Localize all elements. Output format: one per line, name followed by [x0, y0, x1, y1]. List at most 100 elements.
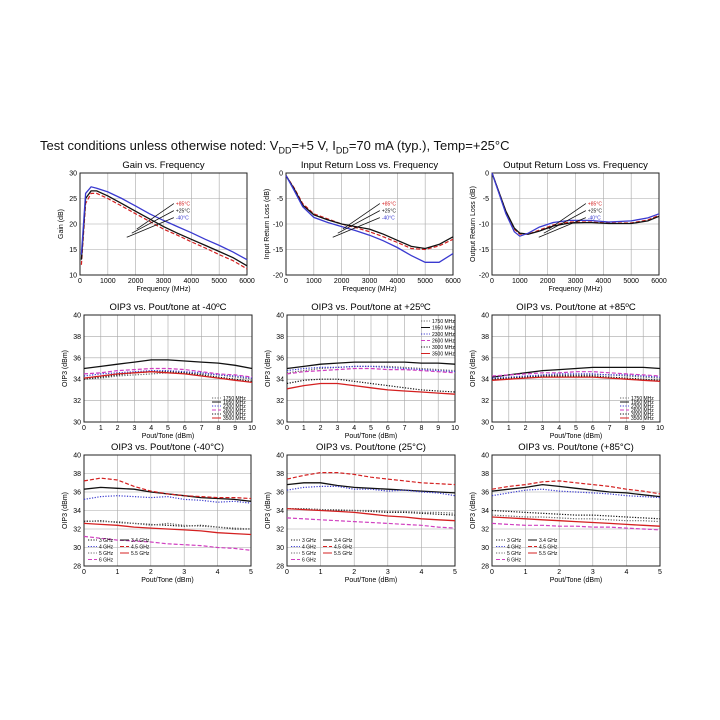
- legend-entry-label: 3500 MHz: [223, 416, 246, 422]
- series-line-3-ghz: [491, 509, 661, 520]
- series-line-4-ghz: [491, 488, 661, 499]
- y-tick-label: 36: [481, 355, 489, 362]
- x-tick-label: 5000: [417, 278, 433, 285]
- series-line-2300-mhz: [286, 365, 456, 373]
- y-tick-label: 38: [73, 471, 81, 478]
- x-tick-label: 4: [352, 425, 356, 432]
- y-tick-label: 36: [276, 490, 284, 497]
- x-tick-label: 10: [656, 425, 664, 432]
- chart-title: OIP3 vs. Pout/tone at -40ºC: [109, 302, 226, 313]
- y-tick-label: 40: [481, 313, 489, 320]
- legend-entry-label: 1750 MHz: [631, 396, 654, 402]
- x-tick-label: 1: [115, 569, 119, 576]
- legend-entry-label: 2300 MHz: [631, 404, 654, 410]
- y-tick-label: 30: [276, 420, 284, 427]
- series-line-3000-mhz: [286, 378, 456, 393]
- x-tick-label: 4000: [184, 278, 200, 285]
- legend-entry-label: 1950 MHz: [631, 400, 654, 406]
- plot-frame: [286, 454, 456, 567]
- legend-entry-label: 3 GHz: [507, 538, 522, 544]
- x-tick-label: 9: [233, 425, 237, 432]
- x-tick-label: 8: [419, 425, 423, 432]
- series-line--25-c: [285, 175, 454, 250]
- y-tick-label: -15: [273, 247, 283, 254]
- y-tick-label: 32: [73, 398, 81, 405]
- x-tick-label: 6: [386, 425, 390, 432]
- y-tick-label: 34: [73, 377, 81, 384]
- legend-entry-label: 3000 MHz: [631, 412, 654, 418]
- header-suffix: =70 mA (typ.), Temp=+25°C: [348, 138, 510, 153]
- series-line-5-5-ghz: [491, 516, 661, 527]
- series-line-3000-mhz: [83, 371, 253, 382]
- y-tick-label: 30: [73, 420, 81, 427]
- legend-entry-label: 2300 MHz: [432, 332, 455, 338]
- y-axis-label: OIP3 (dBm): [62, 492, 69, 529]
- header-sub-1: DD: [278, 145, 292, 156]
- series-line-4-ghz: [286, 485, 456, 497]
- series-line-6-ghz: [491, 522, 661, 531]
- x-tick-label: 3000: [568, 278, 584, 285]
- y-tick-label: 32: [481, 527, 489, 534]
- series-line-3500-mhz: [83, 371, 253, 384]
- series-line--85-c: [80, 192, 248, 270]
- legend-entry-label: -40°C: [588, 216, 601, 222]
- x-tick-label: 3: [540, 425, 544, 432]
- x-tick-label: 2: [524, 425, 528, 432]
- x-tick-label: 0: [285, 569, 289, 576]
- y-tick-label: 32: [73, 527, 81, 534]
- x-tick-label: 7: [200, 425, 204, 432]
- x-tick-label: 7: [403, 425, 407, 432]
- series-line-2600-mhz: [491, 371, 661, 377]
- x-tick-label: 6000: [445, 278, 461, 285]
- x-tick-label: 3000: [362, 278, 378, 285]
- y-tick-label: -15: [479, 247, 489, 254]
- series-line-5-ghz: [491, 514, 661, 523]
- y-tick-label: 40: [481, 453, 489, 460]
- y-tick-label: 32: [276, 398, 284, 405]
- y-tick-label: 30: [69, 171, 77, 178]
- y-tick-label: 15: [69, 247, 77, 254]
- legend-entry-label: 3000 MHz: [432, 345, 455, 351]
- y-tick-label: -20: [273, 273, 283, 280]
- y-tick-label: 34: [481, 377, 489, 384]
- legend-pointer-line: [136, 203, 175, 230]
- legend-entry-label: 6 GHz: [507, 557, 522, 563]
- x-tick-label: 5000: [623, 278, 639, 285]
- x-tick-label: 3000: [156, 278, 172, 285]
- x-tick-label: 1: [302, 425, 306, 432]
- x-tick-label: 8: [216, 425, 220, 432]
- series-line-1950-mhz: [83, 359, 253, 370]
- series-line-2300-mhz: [491, 373, 661, 379]
- series-line-4-5-ghz: [83, 477, 252, 500]
- y-axis-label: Input Return Loss (dB): [264, 189, 271, 259]
- x-axis-label: Frequency (MHz): [548, 286, 602, 293]
- legend-pointer-line: [538, 217, 587, 238]
- chart-title: OIP3 vs. Pout/tone at +25ºC: [311, 302, 431, 313]
- legend-entry-label: 4.5 GHz: [334, 544, 353, 550]
- legend-entry-label: 4.5 GHz: [131, 544, 150, 550]
- y-tick-label: 28: [481, 564, 489, 571]
- legend-entry-label: 1950 MHz: [432, 325, 455, 331]
- x-tick-label: 1000: [512, 278, 528, 285]
- y-tick-label: 0: [485, 171, 489, 178]
- y-tick-label: 36: [73, 490, 81, 497]
- legend-entry-label: 3 GHz: [302, 538, 317, 544]
- plot-frame: [83, 454, 252, 567]
- y-tick-label: 28: [276, 564, 284, 571]
- series-line-3000-mhz: [491, 375, 661, 381]
- x-axis-label: Pout/Tone (dBm): [345, 433, 398, 440]
- series-line--25-c: [491, 172, 660, 235]
- legend-entry-label: +25°C: [588, 209, 602, 215]
- legend-entry-label: 2600 MHz: [631, 408, 654, 414]
- x-tick-label: 1: [507, 425, 511, 432]
- chart-2: Input Return Loss vs. Frequency 0 1000 2000…: [264, 160, 461, 293]
- x-tick-label: 2: [149, 569, 153, 576]
- legend-entry-label: 3.4 GHz: [334, 538, 353, 544]
- legend-entry-label: +85°C: [176, 202, 190, 208]
- y-tick-label: 38: [276, 334, 284, 341]
- y-tick-label: 30: [276, 545, 284, 552]
- legend-entry-label: -40°C: [382, 216, 395, 222]
- series-line-4-5-ghz: [491, 480, 661, 495]
